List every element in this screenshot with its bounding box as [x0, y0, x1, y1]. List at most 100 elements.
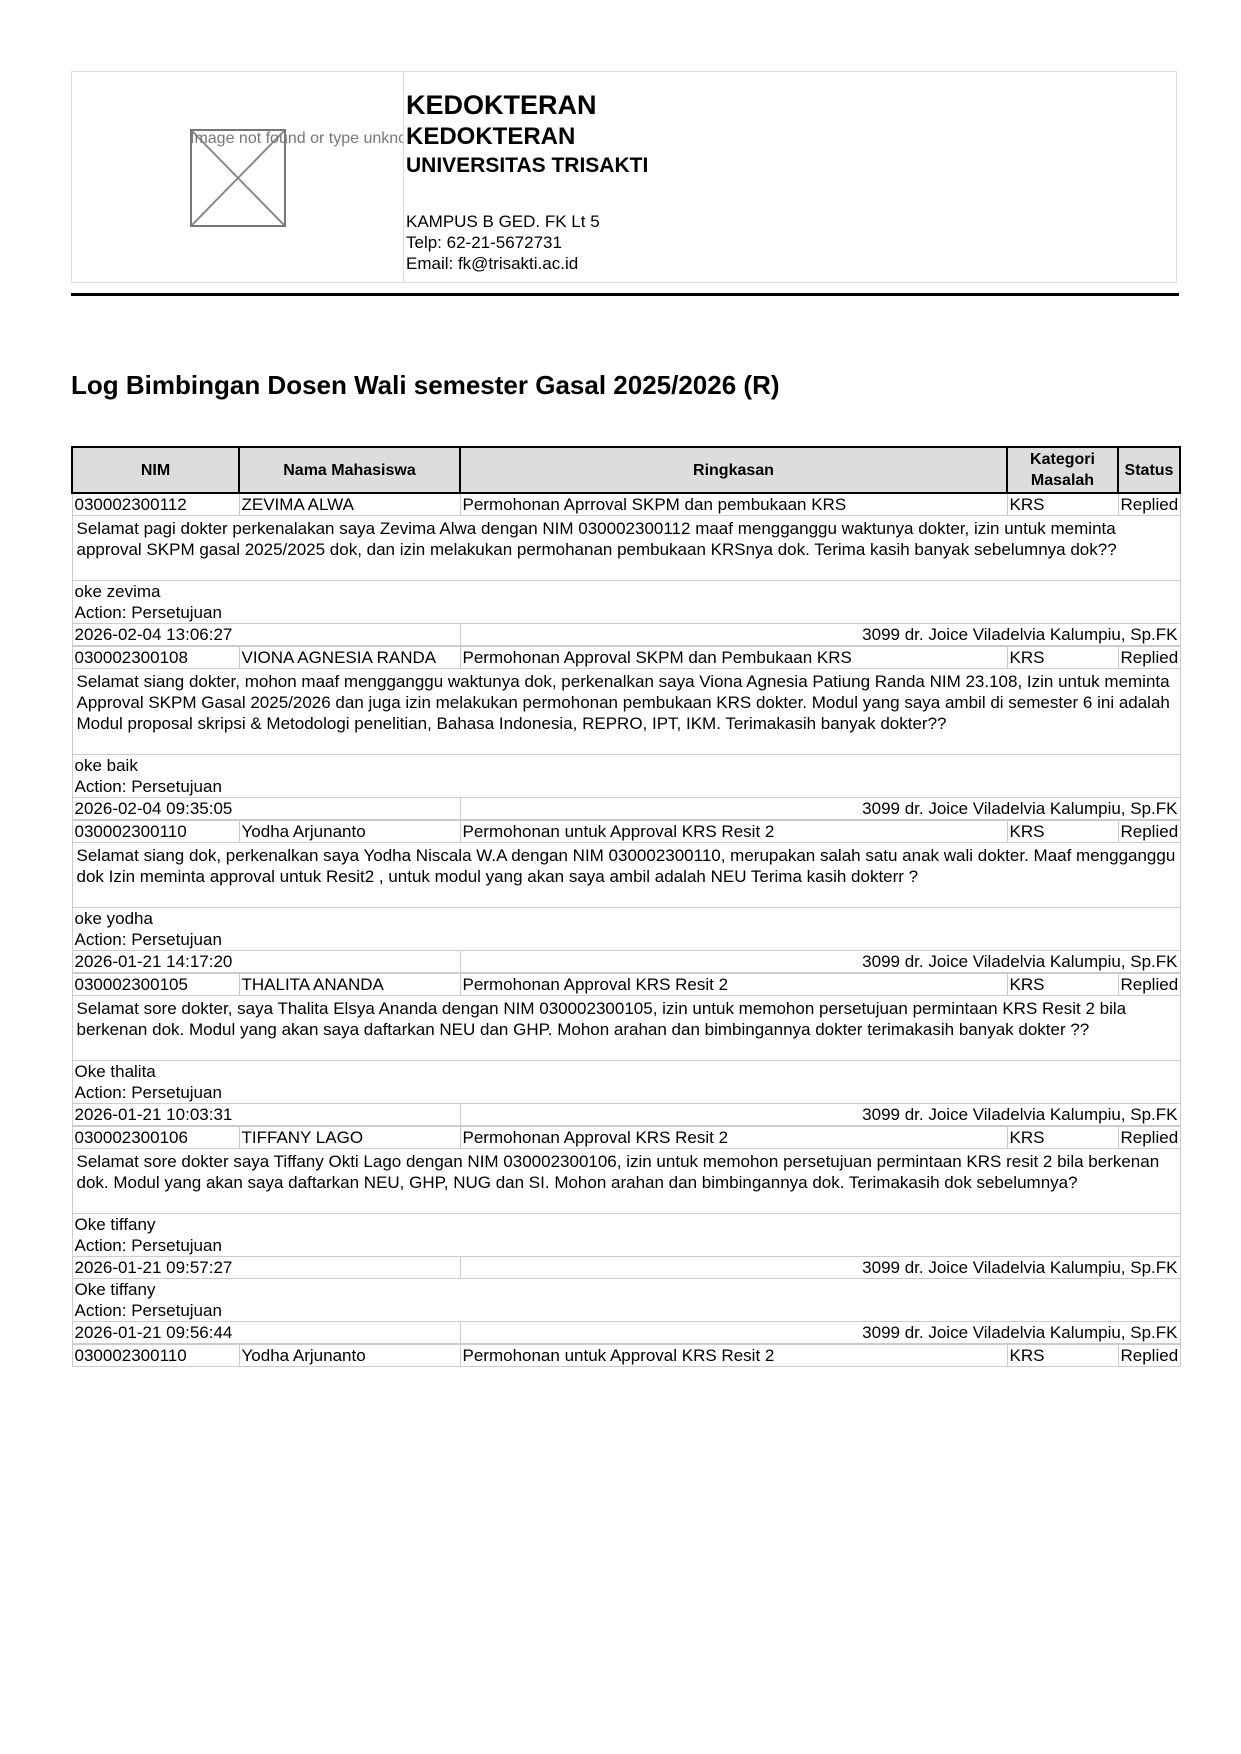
broken-image — [190, 129, 286, 227]
entry-nim: 030002300112 — [71, 492, 240, 516]
reply-cell: Oke tiffany Action: Persetujuan — [71, 1213, 1181, 1257]
letterhead: Image not found or type unknown KEDOKTER… — [71, 71, 1177, 283]
entry-category: KRS — [1006, 973, 1119, 996]
message: Selamat siang dokter, mohon maaf menggan… — [71, 668, 1181, 755]
reply-cell: oke zevima Action: Persetujuan — [71, 580, 1181, 624]
message-row: Selamat siang dokter, mohon maaf menggan… — [71, 668, 1181, 755]
entry-row: 030002300108 VIONA AGNESIA RANDA Permohona… — [71, 646, 1181, 669]
reply-date: 2026-01-21 09:57:27 — [71, 1256, 461, 1279]
message-row: Selamat sore dokter, saya Thalita Elsya … — [71, 995, 1181, 1061]
entry-summary: Permohonan Approval KRS Resit 2 — [459, 973, 1008, 996]
reply-author: 3099 dr. Joice Viladelvia Kalumpiu, Sp.F… — [459, 623, 1181, 646]
entry-summary: Permohonan untuk Approval KRS Resit 2 — [459, 1344, 1008, 1367]
reply-author: 3099 dr. Joice Viladelvia Kalumpiu, Sp.F… — [459, 1103, 1181, 1126]
reply-date: 2026-02-04 13:06:27 — [71, 623, 461, 646]
entry-name: VIONA AGNESIA RANDA — [238, 646, 461, 669]
column-header: Kategori Masalah — [1006, 446, 1119, 494]
reply-action: Action: Persetujuan — [74, 1236, 222, 1255]
reply-row: oke baik Action: Persetujuan — [71, 754, 1181, 798]
reply-row: oke zevima Action: Persetujuan — [71, 580, 1181, 624]
message: Selamat sore dokter, saya Thalita Elsya … — [71, 995, 1181, 1061]
reply-author: 3099 dr. Joice Viladelvia Kalumpiu, Sp.F… — [459, 950, 1181, 973]
entry-category: KRS — [1006, 646, 1119, 669]
reply-meta: 2026-01-21 14:17:20 3099 dr. Joice Vilade… — [71, 950, 1181, 973]
faculty-sub: KEDOKTERAN — [406, 123, 576, 150]
entry-category: KRS — [1006, 1126, 1119, 1149]
reply-meta: 2026-01-21 10:03:31 3099 dr. Joice Vilade… — [71, 1103, 1181, 1126]
entry-row: 030002300110 Yodha Arjunanto Permohonan un… — [71, 1344, 1181, 1367]
reply-cell: Oke thalita Action: Persetujuan — [71, 1060, 1181, 1104]
entry-summary: Permohonan Aprroval SKPM dan pembukaan K… — [459, 492, 1008, 516]
column-header: Status — [1117, 446, 1181, 494]
entry-summary: Permohonan untuk Approval KRS Resit 2 — [459, 820, 1008, 843]
faculty: KEDOKTERAN — [406, 90, 597, 120]
message-row: Selamat siang dok, perkenalkan saya Yodh… — [71, 842, 1181, 908]
entry-nim: 030002300105 — [71, 973, 240, 996]
message-row: Selamat sore dokter saya Tiffany Okti La… — [71, 1148, 1181, 1214]
address: KAMPUS B GED. FK Lt 5 — [406, 212, 600, 231]
entry-status: Replied — [1117, 820, 1181, 843]
entry-status: Replied — [1117, 973, 1181, 996]
reply-cell: Oke tiffany Action: Persetujuan — [71, 1278, 1181, 1322]
email: Email: fk@trisakti.ac.id — [406, 254, 579, 273]
entry-row: 030002300112 ZEVIMA ALWA Permohonan Aprrov… — [71, 492, 1181, 516]
logo: Image not found or type unknown — [72, 72, 404, 282]
entry-nim: 030002300106 — [71, 1126, 240, 1149]
reply-date: 2026-01-21 10:03:31 — [71, 1103, 461, 1126]
reply-meta: 2026-01-21 09:56:44 3099 dr. Joice Vilade… — [71, 1321, 1181, 1344]
reply-author: 3099 dr. Joice Viladelvia Kalumpiu, Sp.F… — [459, 1256, 1181, 1279]
entry-row: 030002300106 TIFFANY LAGO Permohonan Appro… — [71, 1126, 1181, 1149]
log-table: NIM Nama Mahasiswa Ringkasan Kategori Masal… — [71, 446, 1181, 1367]
reply-meta: 2026-02-04 09:35:05 3099 dr. Joice Vilade… — [71, 797, 1181, 820]
entry-category: KRS — [1006, 820, 1119, 843]
reply-action: Action: Persetujuan — [74, 1083, 222, 1102]
entry-row: 030002300105 THALITA ANANDA Permohonan App… — [71, 973, 1181, 996]
entry-summary: Permohonan Approval KRS Resit 2 — [459, 1126, 1008, 1149]
reply-row: Oke tiffany Action: Persetujuan — [71, 1278, 1181, 1322]
entry-status: Replied — [1117, 646, 1181, 669]
column-header: Nama Mahasiswa — [238, 446, 461, 494]
reply-text: oke baik — [74, 756, 138, 775]
column-header: Ringkasan — [459, 446, 1008, 494]
reply-action: Action: Persetujuan — [74, 603, 222, 622]
reply-text: Oke tiffany — [74, 1280, 156, 1299]
entry-nim: 030002300108 — [71, 646, 240, 669]
reply-text: Oke thalita — [74, 1062, 156, 1081]
reply-meta: 2026-01-21 09:57:27 3099 dr. Joice Vilade… — [71, 1256, 1181, 1279]
entry-name: Yodha Arjunanto — [238, 1344, 461, 1367]
entry-summary: Permohonan Approval SKPM dan Pembukaan K… — [459, 646, 1008, 669]
message: Selamat siang dok, perkenalkan saya Yodh… — [71, 842, 1181, 908]
reply-text: Oke tiffany — [74, 1215, 156, 1234]
report-title: Log Bimbingan Dosen Wali semester Gasal … — [71, 370, 780, 400]
reply-author: 3099 dr. Joice Viladelvia Kalumpiu, Sp.F… — [459, 1321, 1181, 1344]
entry-status: Replied — [1117, 1344, 1181, 1367]
reply-author: 3099 dr. Joice Viladelvia Kalumpiu, Sp.F… — [459, 797, 1181, 820]
reply-action: Action: Persetujuan — [74, 777, 222, 796]
entry-name: TIFFANY LAGO — [238, 1126, 461, 1149]
entry-row: 030002300110 Yodha Arjunanto Permohonan un… — [71, 820, 1181, 843]
entry-name: ZEVIMA ALWA — [238, 492, 461, 516]
entry-nim: 030002300110 — [71, 820, 240, 843]
entry-status: Replied — [1117, 492, 1181, 516]
reply-text: oke yodha — [74, 909, 153, 928]
reply-row: Oke tiffany Action: Persetujuan — [71, 1213, 1181, 1257]
reply-date: 2026-02-04 09:35:05 — [71, 797, 461, 820]
reply-date: 2026-01-21 09:56:44 — [71, 1321, 461, 1344]
entry-name: Yodha Arjunanto — [238, 820, 461, 843]
image-alt: Image not found or type unknown — [190, 130, 404, 147]
reply-cell: oke baik Action: Persetujuan — [71, 754, 1181, 798]
reply-row: oke yodha Action: Persetujuan — [71, 907, 1181, 951]
entry-status: Replied — [1117, 1126, 1181, 1149]
entry-category: KRS — [1006, 1344, 1119, 1367]
institution: KEDOKTERAN KEDOKTERAN UNIVERSITAS TRISAK… — [406, 90, 648, 274]
reply-cell: oke yodha Action: Persetujuan — [71, 907, 1181, 951]
broken-image-icon — [191, 130, 285, 226]
column-header: NIM — [71, 446, 240, 494]
reply-meta: 2026-02-04 13:06:27 3099 dr. Joice Vilade… — [71, 623, 1181, 646]
phone: Telp: 62-21-5672731 — [406, 233, 562, 252]
reply-action: Action: Persetujuan — [74, 1301, 222, 1320]
message: Selamat pagi dokter perkenalakan saya Ze… — [71, 515, 1181, 581]
header-row: NIM Nama Mahasiswa Ringkasan Kategori Masal… — [71, 446, 1181, 494]
header-rule — [71, 293, 1179, 296]
